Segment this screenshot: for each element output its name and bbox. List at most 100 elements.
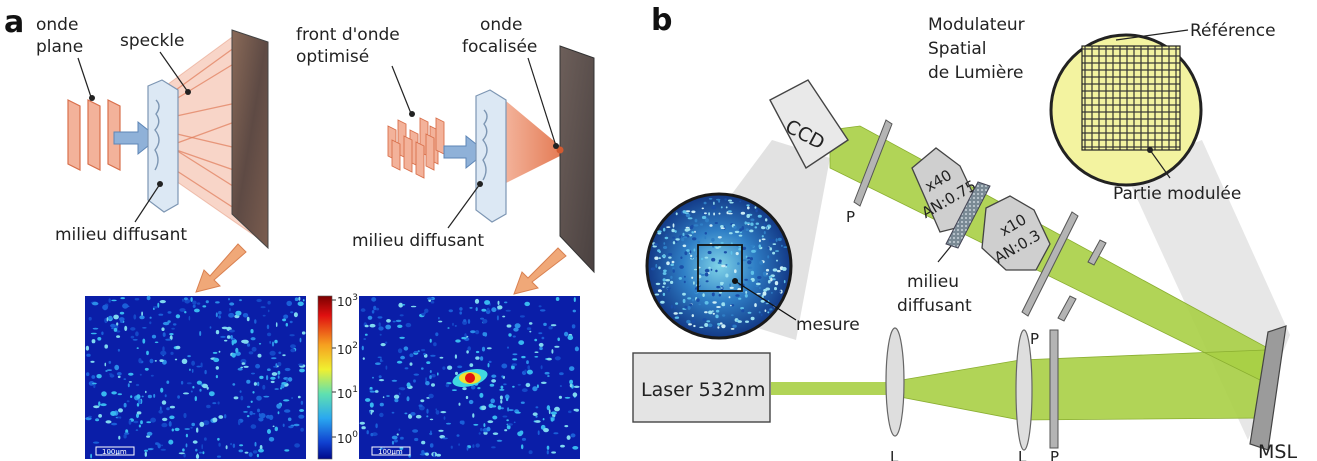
- speckle-grain: [136, 411, 142, 415]
- speckle-grain: [724, 302, 727, 305]
- speckle-grain: [758, 239, 761, 243]
- speckle-grain: [229, 302, 235, 306]
- speckle-grain: [568, 410, 572, 414]
- speckle-grain: [693, 248, 696, 252]
- speckle-grain: [772, 278, 776, 281]
- focus-scheme: front d'onde optimisé onde focalisée mil…: [296, 15, 595, 295]
- speckle-grain: [704, 256, 709, 259]
- speckle-grain: [770, 277, 773, 282]
- scalebar-left: 100µm: [102, 448, 127, 456]
- speckle-grain: [108, 298, 111, 303]
- speckle-grain: [486, 347, 492, 350]
- speckle-grain: [399, 336, 405, 339]
- speckle-grain: [675, 238, 680, 241]
- speckle-grain: [699, 223, 704, 226]
- speckle-grain: [135, 383, 140, 387]
- speckle-grain: [467, 319, 471, 324]
- speckle-grain: [92, 441, 100, 444]
- speckle-grain: [755, 222, 759, 225]
- speckle-grain: [776, 259, 778, 262]
- speckle-grain: [541, 336, 545, 340]
- label-speckle: speckle: [120, 31, 184, 51]
- speckle-grain: [215, 330, 220, 335]
- speckle-grain: [737, 262, 740, 265]
- speckle-grain: [686, 319, 691, 324]
- speckle-grain: [690, 254, 693, 258]
- speckle-grain: [360, 308, 366, 312]
- speckle-grain: [512, 358, 518, 361]
- speckle-grain: [719, 322, 723, 325]
- speckle-grain: [378, 326, 384, 331]
- speckle-grain: [447, 327, 450, 329]
- speckle-grain: [150, 417, 157, 423]
- speckle-grain: [521, 437, 527, 441]
- speckle-grain: [459, 311, 463, 315]
- speckle-grain: [463, 319, 467, 323]
- scalebar-right: 100µm: [378, 448, 403, 456]
- speckle-grain: [297, 301, 304, 307]
- speckle-grain: [192, 440, 198, 444]
- speckle-grain: [572, 446, 579, 450]
- speckle-grain: [430, 354, 436, 357]
- speckle-grain: [111, 299, 117, 302]
- slm-title-2: Spatial: [928, 39, 987, 59]
- speckle-grain: [365, 398, 371, 402]
- speckle-grain: [128, 372, 134, 376]
- speckle-grain: [769, 308, 773, 311]
- speckle-grain: [766, 226, 768, 230]
- speckle-grain: [525, 383, 531, 388]
- speckle-grain: [682, 244, 687, 248]
- speckle-grain: [130, 395, 133, 398]
- speckle-grain: [433, 452, 436, 458]
- speckle-grain: [445, 383, 450, 388]
- speckle-grain: [379, 402, 384, 407]
- speckle-grain: [771, 239, 775, 243]
- speckle-map-right: 100µm: [359, 296, 580, 459]
- speckle-grain: [774, 287, 777, 291]
- speckle-grain: [544, 371, 550, 375]
- speckle-grain: [455, 339, 461, 343]
- speckle-grain: [266, 324, 270, 330]
- speckle-grain: [381, 360, 384, 362]
- speckle-grain: [718, 212, 721, 215]
- speckle-grain: [235, 310, 242, 316]
- speckle-grain: [762, 271, 767, 276]
- speckle-grain: [299, 337, 302, 343]
- speckle-grain: [141, 395, 144, 398]
- speckle-grain: [573, 297, 576, 302]
- speckle-grain: [691, 319, 696, 323]
- speckle-grain: [110, 411, 117, 416]
- speckle-grain: [218, 315, 222, 319]
- speckle-grain: [691, 256, 694, 259]
- speckle-grain: [220, 335, 226, 338]
- speckle-grain: [98, 414, 102, 418]
- speckle-grain: [448, 309, 453, 313]
- speckle-grain: [128, 381, 132, 383]
- speckle-grain: [779, 290, 782, 293]
- speckle-grain: [500, 407, 504, 410]
- speckle-grain: [573, 408, 578, 412]
- speckle-grain: [361, 345, 364, 351]
- speckle-grain: [86, 372, 90, 377]
- speckle-grain: [421, 312, 426, 316]
- speckle-grain: [366, 430, 369, 435]
- speckle-grain: [402, 304, 406, 306]
- speckle-grain: [554, 356, 561, 361]
- speckle-grain: [727, 263, 730, 268]
- speckle-grain: [500, 399, 503, 404]
- speckle-grain: [564, 396, 571, 399]
- speckle-grain: [263, 395, 270, 398]
- speckle-grain: [472, 413, 475, 418]
- speckle-grain: [398, 302, 404, 308]
- speckle-grain: [519, 315, 525, 318]
- speckle-grain: [717, 324, 721, 326]
- speckle-grain: [548, 409, 551, 415]
- speckle-grain: [559, 385, 563, 387]
- speckle-grain: [91, 375, 96, 379]
- slm-device: MSL: [1249, 325, 1297, 461]
- speckle-grain: [550, 417, 554, 422]
- speckle-grain: [740, 307, 744, 310]
- speckle-grain: [230, 442, 233, 446]
- speckle-grain: [764, 309, 767, 313]
- speckle-grain: [243, 365, 249, 368]
